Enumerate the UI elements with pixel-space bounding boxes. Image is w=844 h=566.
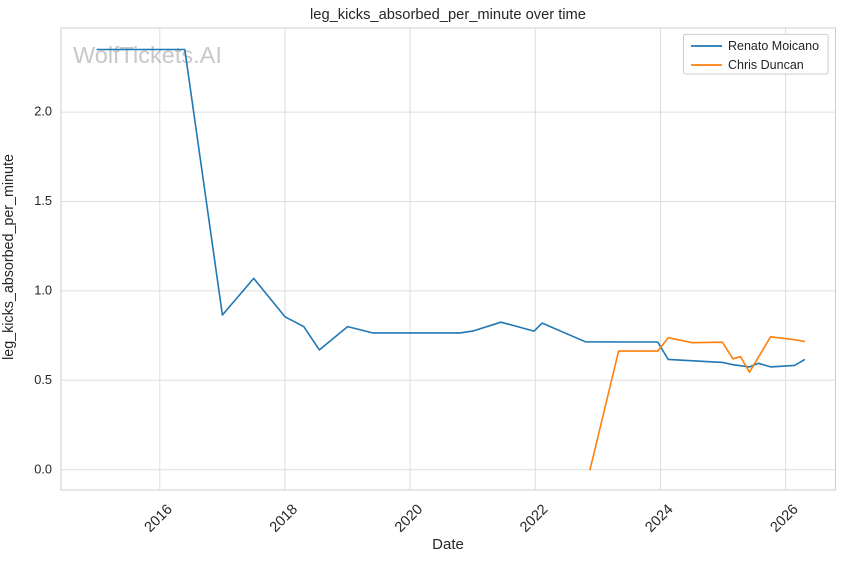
svg-text:leg_kicks_absorbed_per_minute: leg_kicks_absorbed_per_minute over time <box>310 7 586 23</box>
svg-text:1.5: 1.5 <box>34 193 52 208</box>
svg-text:Date: Date <box>432 536 464 553</box>
svg-text:0.0: 0.0 <box>34 461 52 476</box>
svg-text:1.0: 1.0 <box>34 283 52 298</box>
svg-text:2.0: 2.0 <box>34 104 52 119</box>
svg-text:leg_kicks_absorbed_per_minute: leg_kicks_absorbed_per_minute <box>1 154 17 360</box>
svg-text:Renato Moicano: Renato Moicano <box>728 39 819 53</box>
svg-text:WolfTickets.AI: WolfTickets.AI <box>73 42 222 68</box>
svg-text:0.5: 0.5 <box>34 372 52 387</box>
svg-text:Chris Duncan: Chris Duncan <box>728 58 804 72</box>
